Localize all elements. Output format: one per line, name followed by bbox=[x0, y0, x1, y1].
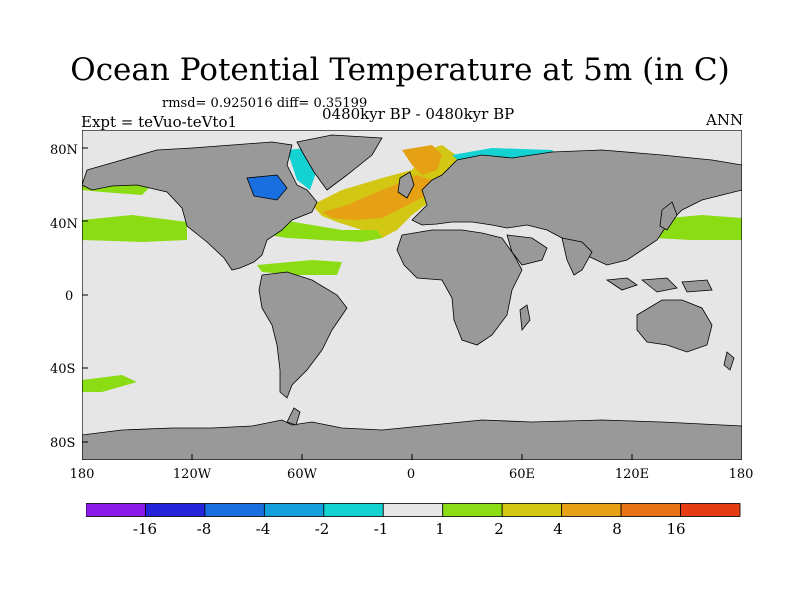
antarctic-peninsula bbox=[286, 407, 301, 426]
colorbar-box bbox=[145, 503, 206, 517]
lon-label-120w: 120W bbox=[172, 467, 212, 482]
colorbar-box bbox=[204, 503, 265, 517]
lat-label-40s: 40S bbox=[50, 362, 76, 377]
colorbar-label: 16 bbox=[666, 520, 686, 538]
colorbar-label: -16 bbox=[132, 520, 158, 538]
experiment-label: Expt = teVuo-teVto1 bbox=[81, 113, 238, 131]
north-america bbox=[82, 141, 318, 271]
land-masses bbox=[82, 134, 742, 460]
africa bbox=[396, 229, 523, 346]
season-label: ANN bbox=[706, 111, 744, 129]
colorbar bbox=[86, 503, 741, 517]
lat-label-80s: 80S bbox=[50, 436, 76, 451]
new-zealand bbox=[723, 351, 735, 371]
australia bbox=[636, 299, 713, 353]
colorbar-label: -2 bbox=[314, 520, 330, 538]
colorbar-box bbox=[86, 503, 146, 517]
greenland bbox=[296, 134, 383, 191]
colorbar-box bbox=[501, 503, 563, 517]
warm-belt-pacific bbox=[82, 215, 187, 242]
colorbar-label: 8 bbox=[612, 520, 622, 538]
colorbar-box bbox=[323, 503, 384, 517]
colorbar-box bbox=[620, 503, 681, 517]
indonesia bbox=[605, 277, 713, 293]
colorbar-box bbox=[680, 503, 741, 517]
stats-text: rmsd= 0.925016 diff= 0.35199 bbox=[162, 96, 368, 111]
lon-label-180e: 180 bbox=[728, 467, 754, 482]
warm-belt-atlantic bbox=[257, 220, 382, 242]
colorbar-box bbox=[442, 503, 503, 517]
japan bbox=[659, 201, 678, 231]
anomaly-fields bbox=[82, 145, 742, 392]
colorbar-label: 2 bbox=[494, 520, 504, 538]
lon-label-60e: 60E bbox=[508, 467, 536, 482]
lon-label-120e: 120E bbox=[614, 467, 650, 482]
colorbar-box bbox=[382, 503, 444, 517]
antarctica bbox=[82, 419, 742, 460]
lon-label-180w: 180 bbox=[69, 467, 95, 482]
colorbar-box bbox=[263, 503, 325, 517]
lon-label-60w: 60W bbox=[287, 467, 317, 482]
map-ticks bbox=[82, 147, 633, 460]
colorbar-label: -8 bbox=[196, 520, 212, 538]
warm-patch-s-pacific bbox=[82, 375, 137, 392]
colorbar-label: -4 bbox=[255, 520, 271, 538]
south-america bbox=[258, 271, 348, 399]
colorbar-box bbox=[561, 503, 622, 517]
lat-label-eq: 0 bbox=[65, 289, 74, 304]
great-britain bbox=[397, 171, 415, 199]
hot-anomaly-nordic bbox=[402, 145, 442, 175]
lat-label-40n: 40N bbox=[50, 217, 78, 232]
cold-anomaly-hudson bbox=[247, 175, 287, 200]
arabia bbox=[506, 234, 548, 266]
lon-label-0: 0 bbox=[406, 467, 416, 482]
lat-label-80n: 80N bbox=[50, 143, 78, 158]
colorbar-label: 4 bbox=[553, 520, 563, 538]
world-temperature-map bbox=[82, 130, 742, 460]
madagascar bbox=[519, 304, 531, 332]
india bbox=[561, 237, 593, 276]
plot-title: Ocean Potential Temperature at 5m (in C) bbox=[70, 52, 730, 88]
period-label: 0480kyr BP - 0480kyr BP bbox=[322, 105, 515, 123]
colorbar-label: 1 bbox=[435, 520, 445, 538]
colorbar-label: -1 bbox=[373, 520, 389, 538]
warm-belt-caribbean bbox=[257, 260, 342, 275]
